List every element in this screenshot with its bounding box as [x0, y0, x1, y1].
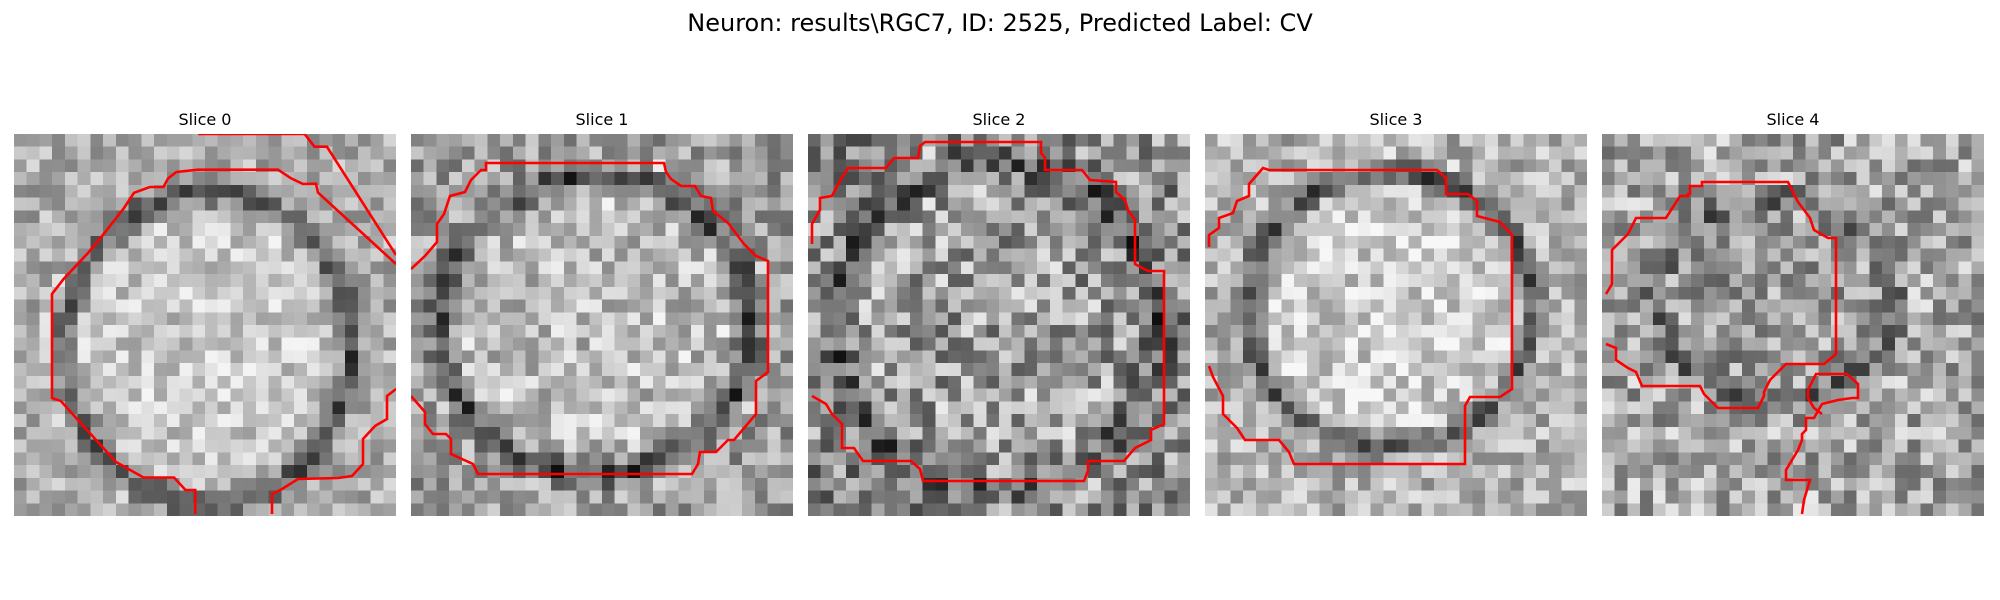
figure-title: Neuron: results\RGC7, ID: 2525, Predicte…	[687, 9, 1313, 37]
slice-title: Slice 2	[972, 110, 1026, 129]
segmentation-contour	[810, 140, 1166, 483]
slice-panel-4: Slice 4	[1602, 108, 1984, 516]
segmentation-contour	[1604, 180, 1860, 515]
slice-title: Slice 1	[575, 110, 629, 129]
slice-panel-1: Slice 1	[411, 108, 793, 516]
slice-panel-0: Slice 0	[14, 108, 396, 516]
slice-title: Slice 4	[1766, 110, 1820, 129]
slice-image	[1602, 134, 1984, 516]
slice-image	[1205, 134, 1587, 516]
slice-image	[808, 134, 1190, 516]
slice-title: Slice 3	[1369, 110, 1423, 129]
slice-title: Slice 0	[178, 110, 232, 129]
segmentation-contour	[411, 161, 770, 476]
slice-image	[14, 134, 396, 516]
slice-panel-2: Slice 2	[808, 108, 1190, 516]
segmentation-contour	[50, 134, 396, 514]
slice-image	[411, 134, 793, 516]
slice-panel-3: Slice 3	[1205, 108, 1587, 516]
segmentation-contour	[1207, 166, 1514, 466]
